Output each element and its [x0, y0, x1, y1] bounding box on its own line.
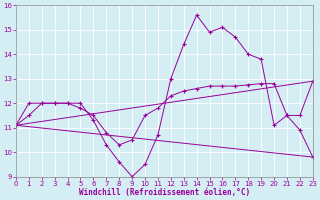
X-axis label: Windchill (Refroidissement éolien,°C): Windchill (Refroidissement éolien,°C)	[79, 188, 250, 197]
